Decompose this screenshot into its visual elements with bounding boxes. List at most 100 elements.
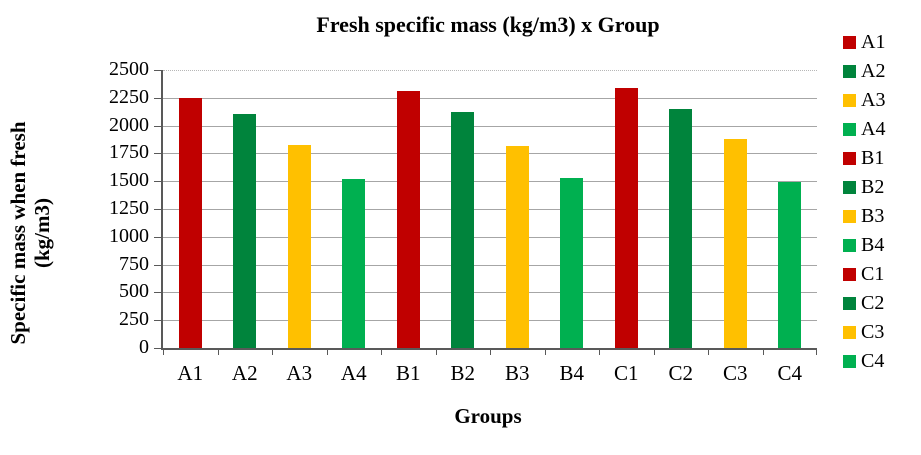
x-tick-12 bbox=[816, 350, 817, 355]
gridline-2500 bbox=[163, 70, 817, 71]
legend-label-C1: C1 bbox=[861, 263, 885, 285]
legend-label-C4: C4 bbox=[861, 350, 885, 372]
x-category-label-C2: C2 bbox=[668, 361, 693, 385]
y-axis-title-line1: Specific mass when fresh bbox=[6, 121, 30, 345]
legend-label-B2: B2 bbox=[861, 176, 885, 198]
chart-title: Fresh specific mass (kg/m3) x Group bbox=[316, 12, 660, 37]
y-tick-label-2250: 2250 bbox=[109, 85, 149, 108]
x-tick-7 bbox=[544, 350, 546, 355]
legend-entry-C1: C1 bbox=[843, 260, 885, 289]
bar-A1 bbox=[178, 97, 202, 348]
x-tick-11 bbox=[762, 350, 764, 355]
y-tick-250 bbox=[154, 320, 161, 322]
legend-label-A2: A2 bbox=[861, 60, 886, 82]
legend-swatch-B1 bbox=[843, 152, 856, 165]
gridline-2000 bbox=[163, 125, 817, 127]
legend-swatch-A2 bbox=[843, 65, 856, 78]
y-tick-label-500: 500 bbox=[119, 280, 149, 303]
bar-C1 bbox=[614, 88, 638, 348]
gridline-250 bbox=[163, 320, 817, 322]
x-tick-4 bbox=[381, 350, 382, 355]
legend-swatch-B3 bbox=[843, 210, 856, 223]
legend-entry-C2: C2 bbox=[843, 289, 885, 318]
y-tick-label-1750: 1750 bbox=[109, 141, 149, 164]
legend-swatch-C1 bbox=[843, 268, 856, 281]
gridline-2250 bbox=[163, 97, 817, 99]
x-tick-2 bbox=[272, 350, 273, 355]
bar-B1 bbox=[396, 91, 420, 348]
y-tick-label-1500: 1500 bbox=[109, 168, 149, 191]
legend-swatch-C3 bbox=[843, 326, 856, 339]
bar-C2 bbox=[669, 109, 693, 348]
x-tick-9 bbox=[653, 350, 655, 355]
legend-entry-C3: C3 bbox=[843, 318, 885, 347]
legend-swatch-C2 bbox=[843, 297, 856, 310]
y-tick-750 bbox=[154, 264, 161, 266]
x-tick-10 bbox=[708, 350, 709, 355]
x-axis-title: Groups bbox=[454, 404, 522, 428]
legend-label-C3: C3 bbox=[861, 321, 885, 343]
legend-label-B4: B4 bbox=[861, 234, 885, 256]
x-category-label-C3: C3 bbox=[722, 361, 748, 385]
y-tick-label-1000: 1000 bbox=[109, 224, 149, 247]
gridline-1250 bbox=[163, 209, 817, 210]
x-category-label-C4: C4 bbox=[777, 361, 802, 385]
legend-label-C2: C2 bbox=[861, 292, 885, 314]
y-tick-0 bbox=[154, 348, 161, 349]
bar-A2 bbox=[233, 113, 257, 348]
legend-label-A3: A3 bbox=[861, 89, 886, 111]
gridline-1000 bbox=[163, 236, 817, 238]
legend-entry-A1: A1 bbox=[843, 28, 885, 57]
legend-swatch-A1 bbox=[843, 36, 856, 49]
x-tick-6 bbox=[490, 350, 491, 355]
legend-entry-B1: B1 bbox=[843, 144, 885, 173]
legend-label-B3: B3 bbox=[861, 205, 885, 227]
x-tick-1 bbox=[217, 350, 219, 355]
y-tick-label-2500: 2500 bbox=[109, 57, 149, 80]
legend-entry-C4: C4 bbox=[843, 347, 885, 376]
gridline-1500 bbox=[163, 181, 817, 183]
legend-label-A1: A1 bbox=[861, 31, 886, 53]
bar-B2 bbox=[451, 112, 475, 348]
legend-label-B1: B1 bbox=[861, 147, 885, 169]
legend: A1 A2 A3 A4 B1 B2 B3 B4 C1 C2 C3 C4 bbox=[843, 28, 885, 376]
x-category-label-A2: A2 bbox=[231, 361, 258, 385]
legend-swatch-C4 bbox=[843, 355, 856, 368]
legend-swatch-B4 bbox=[843, 239, 856, 252]
bar-C4 bbox=[778, 182, 802, 348]
y-tick-1250 bbox=[154, 209, 161, 210]
x-category-label-A4: A4 bbox=[340, 361, 367, 385]
y-tick-label-250: 250 bbox=[119, 307, 149, 330]
y-axis-title-line2: (kg/m3) bbox=[30, 198, 54, 268]
y-tick-2250 bbox=[154, 97, 161, 99]
x-tick-0 bbox=[163, 350, 164, 355]
x-tick-5 bbox=[435, 350, 437, 355]
y-tick-label-0: 0 bbox=[139, 335, 149, 358]
legend-entry-A2: A2 bbox=[843, 57, 885, 86]
x-category-label-B4: B4 bbox=[559, 361, 584, 385]
x-tick-8 bbox=[599, 350, 600, 355]
legend-entry-A3: A3 bbox=[843, 86, 885, 115]
y-tick-1000 bbox=[154, 236, 161, 238]
legend-entry-A4: A4 bbox=[843, 115, 885, 144]
legend-entry-B2: B2 bbox=[843, 173, 885, 202]
y-tick-label-2000: 2000 bbox=[109, 113, 149, 136]
legend-swatch-B2 bbox=[843, 181, 856, 194]
bar-B4 bbox=[560, 177, 584, 348]
x-category-label-B2: B2 bbox=[450, 361, 475, 385]
bar-C3 bbox=[723, 138, 747, 348]
plot-area: 0 250 500 750 1000 1250 1500 1750 2000 2250 2500 A1… bbox=[109, 58, 817, 385]
y-tick-label-750: 750 bbox=[119, 252, 149, 275]
legend-swatch-A3 bbox=[843, 94, 856, 107]
legend-entry-B4: B4 bbox=[843, 231, 885, 260]
legend-swatch-A4 bbox=[843, 123, 856, 136]
gridline-500 bbox=[163, 292, 817, 294]
legend-label-A4: A4 bbox=[861, 118, 886, 140]
y-tick-label-1250: 1250 bbox=[109, 196, 149, 219]
bar-B3 bbox=[505, 146, 529, 348]
x-category-label-A3: A3 bbox=[286, 361, 313, 385]
y-tick-1500 bbox=[154, 181, 161, 183]
gridline-750 bbox=[163, 264, 817, 266]
x-category-label-B3: B3 bbox=[504, 361, 530, 385]
